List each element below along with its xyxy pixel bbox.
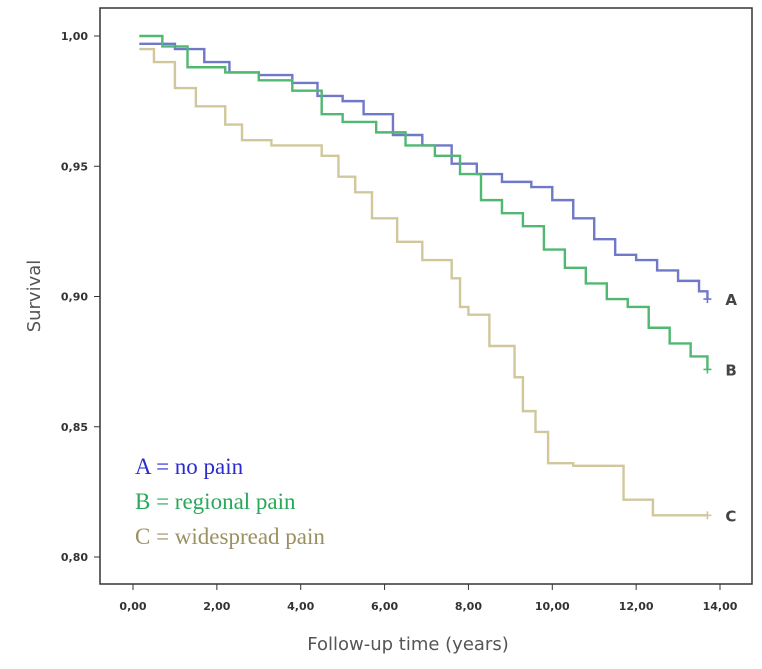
axis-ticks: 0,00 2,00 4,00 6,00 8,00 10,00 12,00 14,00 0,80 0… [61, 30, 738, 613]
y-axis-title: Survival [24, 260, 45, 333]
censor-mark-a [703, 295, 712, 304]
y-tick-label: 0,95 [61, 160, 88, 173]
legend-item: C = widespread pain [135, 524, 325, 549]
legend: A = no pain B = regional pain C = widespre… [135, 454, 325, 549]
x-axis-title: Follow-up time (years) [307, 634, 508, 655]
series-lines [139, 34, 712, 520]
series-end-label-b: B [725, 361, 736, 379]
plot-area [99, 7, 753, 585]
x-tick-label: 6,00 [371, 600, 398, 613]
x-tick-label: 12,00 [619, 600, 654, 613]
censor-mark-c [703, 511, 712, 520]
censor-mark-b [703, 365, 712, 374]
series-end-label-a: A [725, 291, 737, 309]
series-end-labels: A B C [725, 291, 737, 525]
series-end-label-c: C [725, 507, 736, 525]
x-tick-label: 14,00 [703, 600, 738, 613]
series-line-b [139, 34, 709, 370]
x-tick-label: 2,00 [203, 600, 230, 613]
x-tick-label: 8,00 [455, 600, 482, 613]
legend-item: B = regional pain [135, 489, 296, 514]
y-tick-label: 0,80 [61, 551, 88, 564]
y-tick-label: 0,90 [61, 291, 88, 304]
y-tick-label: 1,00 [61, 30, 88, 43]
x-tick-label: 10,00 [535, 600, 570, 613]
x-tick-label: 4,00 [287, 600, 314, 613]
series-line-c [139, 47, 708, 517]
legend-item: A = no pain [135, 454, 244, 479]
y-tick-label: 0,85 [61, 421, 88, 434]
x-tick-label: 0,00 [119, 600, 146, 613]
